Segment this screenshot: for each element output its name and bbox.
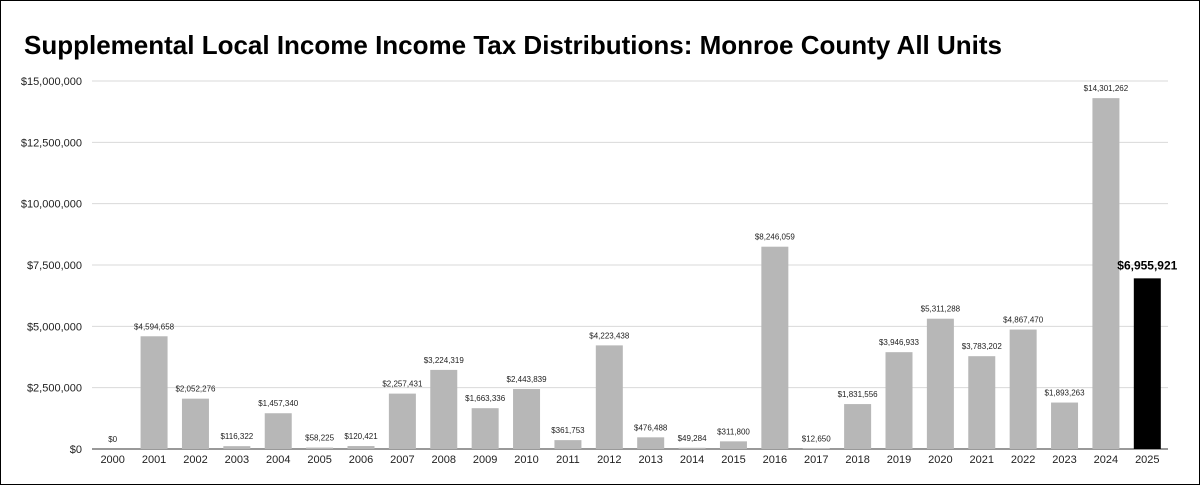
x-tick-label: 2011 <box>556 454 580 466</box>
y-tick-label: $7,500,000 <box>27 260 82 272</box>
data-label: $58,225 <box>305 434 334 443</box>
bar <box>1133 278 1161 449</box>
data-label: $1,831,556 <box>838 390 879 399</box>
data-label: $311,800 <box>717 427 750 436</box>
bar <box>430 369 458 449</box>
gridlines <box>92 80 1168 450</box>
x-tick-label: 2003 <box>225 454 249 466</box>
x-tick-label: 2019 <box>887 454 911 466</box>
x-tick-label: 2015 <box>721 454 745 466</box>
data-label: $0 <box>108 435 117 444</box>
x-tick-label: 2023 <box>1052 454 1076 466</box>
bar <box>926 318 954 449</box>
bar <box>595 345 623 449</box>
x-tick-label: 2001 <box>142 454 166 466</box>
data-label: $6,955,921 <box>1117 258 1177 272</box>
y-tick-label: $10,000,000 <box>21 199 82 211</box>
x-tick-label: 2013 <box>638 454 662 466</box>
bar <box>264 413 292 449</box>
data-label: $476,488 <box>634 423 668 432</box>
y-tick-label: $5,000,000 <box>27 321 82 333</box>
x-tick-label: 2025 <box>1135 454 1159 466</box>
x-tick-label: 2000 <box>100 454 124 466</box>
x-tick-label: 2021 <box>970 454 994 466</box>
x-tick-label: 2006 <box>349 454 373 466</box>
chart-title: Supplemental Local Income Income Tax Dis… <box>24 30 1002 60</box>
bars <box>140 98 1161 450</box>
x-tick-label: 2020 <box>928 454 952 466</box>
bar <box>140 336 168 449</box>
bar <box>885 352 913 449</box>
bar <box>554 440 582 449</box>
bar <box>388 393 416 449</box>
bar <box>1009 329 1037 449</box>
y-tick-label: $0 <box>70 444 82 456</box>
data-label: $2,052,276 <box>175 385 216 394</box>
data-label: $3,946,933 <box>879 338 920 347</box>
bar <box>637 437 665 449</box>
bar <box>306 447 334 449</box>
x-tick-label: 2002 <box>183 454 207 466</box>
x-tick-label: 2010 <box>514 454 538 466</box>
data-labels: $0 $4,594,658 $2,052,276 $116,322 $1,457,340… <box>108 84 1177 444</box>
x-tick-label: 2016 <box>763 454 787 466</box>
data-label: $116,322 <box>220 432 253 441</box>
bar <box>719 441 747 449</box>
data-label: $3,783,202 <box>962 342 1003 351</box>
bar <box>761 246 789 449</box>
x-tick-label: 2018 <box>845 454 869 466</box>
bar <box>223 446 251 449</box>
data-label: $1,663,336 <box>465 394 506 403</box>
x-tick-label: 2009 <box>473 454 497 466</box>
data-label: $2,257,431 <box>382 380 423 389</box>
y-tick-label: $2,500,000 <box>27 383 82 395</box>
bar <box>513 389 541 449</box>
data-label: $4,223,438 <box>589 331 630 340</box>
y-tick-label: $15,000,000 <box>21 76 82 88</box>
data-label: $8,246,059 <box>755 233 796 242</box>
data-label: $1,893,263 <box>1045 389 1086 398</box>
data-label: $5,311,288 <box>921 305 961 314</box>
x-tick-label: 2008 <box>432 454 456 466</box>
y-tick-label: $12,500,000 <box>21 137 82 149</box>
data-label: $120,421 <box>344 432 378 441</box>
bar <box>471 408 499 449</box>
bar <box>844 404 872 449</box>
bar <box>181 398 209 449</box>
x-tick-label: 2022 <box>1011 454 1035 466</box>
x-tick-label: 2007 <box>390 454 414 466</box>
x-tick-label: 2017 <box>804 454 828 466</box>
bar <box>678 447 706 449</box>
data-label: $14,301,262 <box>1084 84 1129 93</box>
bar <box>968 356 996 449</box>
bar <box>347 446 375 449</box>
x-tick-label: 2014 <box>680 454 704 466</box>
y-axis-ticks: $0 $2,500,000 $5,000,000 $7,500,000 $10,000,… <box>21 76 82 456</box>
data-label: $4,867,470 <box>1003 316 1044 325</box>
bar <box>1092 98 1120 450</box>
data-label: $49,284 <box>678 434 707 443</box>
x-tick-label: 2004 <box>266 454 290 466</box>
data-label: $361,753 <box>551 426 585 435</box>
data-label: $4,594,658 <box>134 322 175 331</box>
data-label: $12,650 <box>802 435 831 444</box>
data-label: $2,443,839 <box>507 375 548 384</box>
data-label: $3,224,319 <box>424 356 465 365</box>
x-tick-label: 2005 <box>307 454 331 466</box>
x-axis-ticks: 2000 2001 2002 2003 2004 2005 2006 2007 2008 2009… <box>100 454 1159 466</box>
x-tick-label: 2012 <box>597 454 621 466</box>
x-tick-label: 2024 <box>1094 454 1118 466</box>
data-label: $1,457,340 <box>258 399 299 408</box>
bar <box>1051 402 1079 449</box>
